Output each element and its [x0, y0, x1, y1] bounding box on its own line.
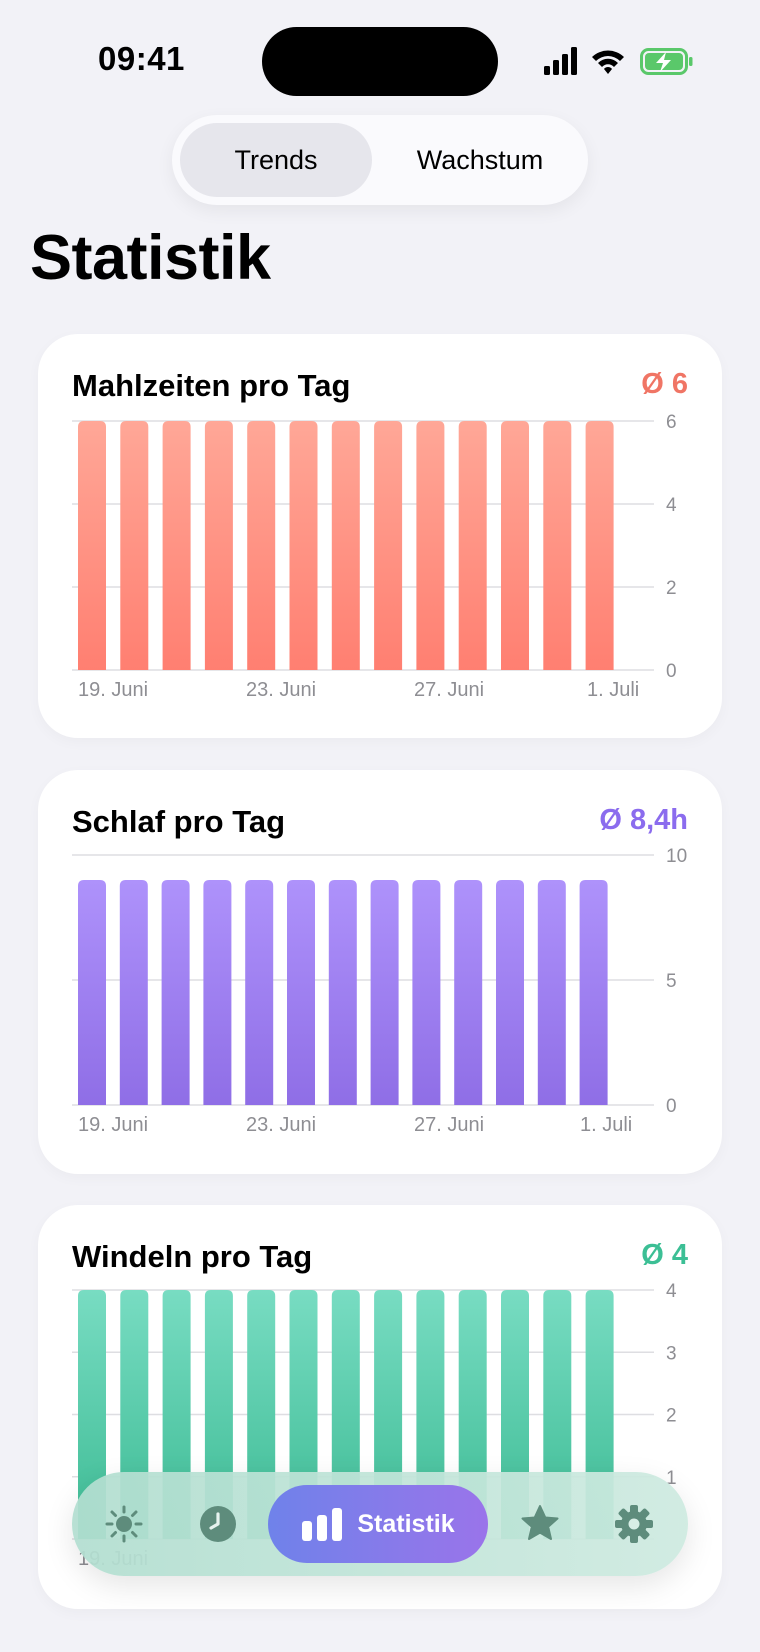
chart-bar — [78, 880, 106, 1105]
y-tick-label: 10 — [666, 846, 687, 867]
card-average: Ø 6 — [641, 368, 688, 400]
chart-bar — [537, 880, 566, 1105]
y-tick-label: 1 — [666, 1468, 677, 1489]
y-tick-label: 4 — [666, 495, 677, 516]
chart-bar — [247, 421, 276, 670]
chart-bar — [289, 421, 318, 670]
chart-bar — [412, 880, 441, 1105]
chart-bar — [328, 880, 357, 1105]
tab-history[interactable] — [190, 1496, 246, 1552]
sleep-chart-card: Schlaf pro Tag Ø 8,4h 0 5 10 19. Juni 23. Ju… — [38, 770, 722, 1174]
tab-sun[interactable] — [96, 1496, 152, 1552]
chart-bar — [203, 880, 232, 1105]
tab-statistik-label: Statistik — [357, 1509, 455, 1538]
meals-chart-card: Mahlzeiten pro Tag Ø 6 0 2 4 6 19. Juni 23. J… — [38, 334, 722, 738]
y-tick-label: 0 — [666, 661, 677, 682]
x-tick-label: 1. Juli — [587, 679, 639, 701]
chart-bar — [204, 421, 233, 670]
segmented-control: Trends Wachstum — [172, 115, 588, 205]
sleep-bar-chart: 0 5 10 19. Juni 23. Juni 27. Juni 1. Juli — [72, 846, 687, 1136]
page-title: Statistik — [30, 223, 271, 293]
card-title: Windeln pro Tag — [72, 1239, 313, 1274]
y-tick-label: 0 — [666, 1096, 677, 1117]
card-title: Schlaf pro Tag — [72, 804, 286, 839]
card-average: Ø 8,4h — [599, 804, 688, 836]
y-tick-label: 2 — [666, 578, 677, 599]
segment-wachstum[interactable]: Wachstum — [416, 144, 544, 175]
card-title: Mahlzeiten pro Tag — [72, 368, 351, 403]
status-icons — [544, 47, 693, 75]
tab-bar: Statistik — [72, 1472, 688, 1576]
clock-icon — [200, 1506, 236, 1542]
chart-bar — [543, 421, 572, 670]
y-tick-label: 2 — [666, 1406, 677, 1427]
status-time: 09:41 — [98, 40, 185, 77]
x-tick-label: 19. Juni — [78, 679, 148, 701]
wifi-icon — [592, 50, 624, 74]
chart-bar — [454, 880, 483, 1105]
sun-icon — [105, 1505, 143, 1543]
x-tick-label: 19. Juni — [78, 1114, 148, 1136]
chart-bar — [78, 421, 106, 670]
star-icon — [521, 1505, 559, 1540]
chart-bar — [78, 1290, 106, 1539]
y-tick-label: 6 — [666, 412, 677, 433]
tab-favorites[interactable] — [512, 1496, 568, 1552]
x-tick-label: 1. Juli — [580, 1114, 632, 1136]
x-tick-label: 27. Juni — [414, 679, 484, 701]
x-tick-label: 23. Juni — [246, 679, 316, 701]
chart-bar — [370, 880, 399, 1105]
gear-icon — [615, 1505, 653, 1543]
tab-statistik[interactable]: Statistik — [268, 1485, 488, 1563]
y-tick-label: 4 — [666, 1281, 677, 1302]
chart-bar — [120, 421, 149, 670]
y-tick-label: 5 — [666, 971, 677, 992]
chart-bar — [374, 421, 403, 670]
status-bar: 09:41 — [0, 0, 760, 120]
chart-bar — [119, 880, 148, 1105]
chart-bar — [496, 880, 524, 1105]
battery-charging-icon — [640, 48, 693, 75]
dynamic-island — [262, 27, 498, 96]
chart-bar — [458, 421, 487, 670]
chart-bar — [161, 880, 190, 1105]
chart-bar — [287, 880, 315, 1105]
segment-trends[interactable]: Trends — [180, 123, 372, 197]
y-tick-label: 3 — [666, 1343, 677, 1364]
chart-bar — [331, 421, 360, 670]
chart-bar — [585, 421, 614, 670]
chart-bars-icon — [302, 1508, 343, 1541]
chart-bar — [245, 880, 274, 1105]
chart-bar — [162, 421, 191, 670]
card-average: Ø 4 — [641, 1239, 688, 1271]
cellular-signal-icon — [544, 47, 577, 75]
chart-bar — [579, 880, 608, 1105]
x-tick-label: 27. Juni — [414, 1114, 484, 1136]
chart-bar — [416, 421, 445, 670]
tab-settings[interactable] — [606, 1496, 662, 1552]
x-tick-label: 23. Juni — [246, 1114, 316, 1136]
meals-bar-chart: 0 2 4 6 19. Juni 23. Juni 27. Juni 1. Juli — [72, 412, 677, 701]
chart-bar — [501, 421, 529, 670]
